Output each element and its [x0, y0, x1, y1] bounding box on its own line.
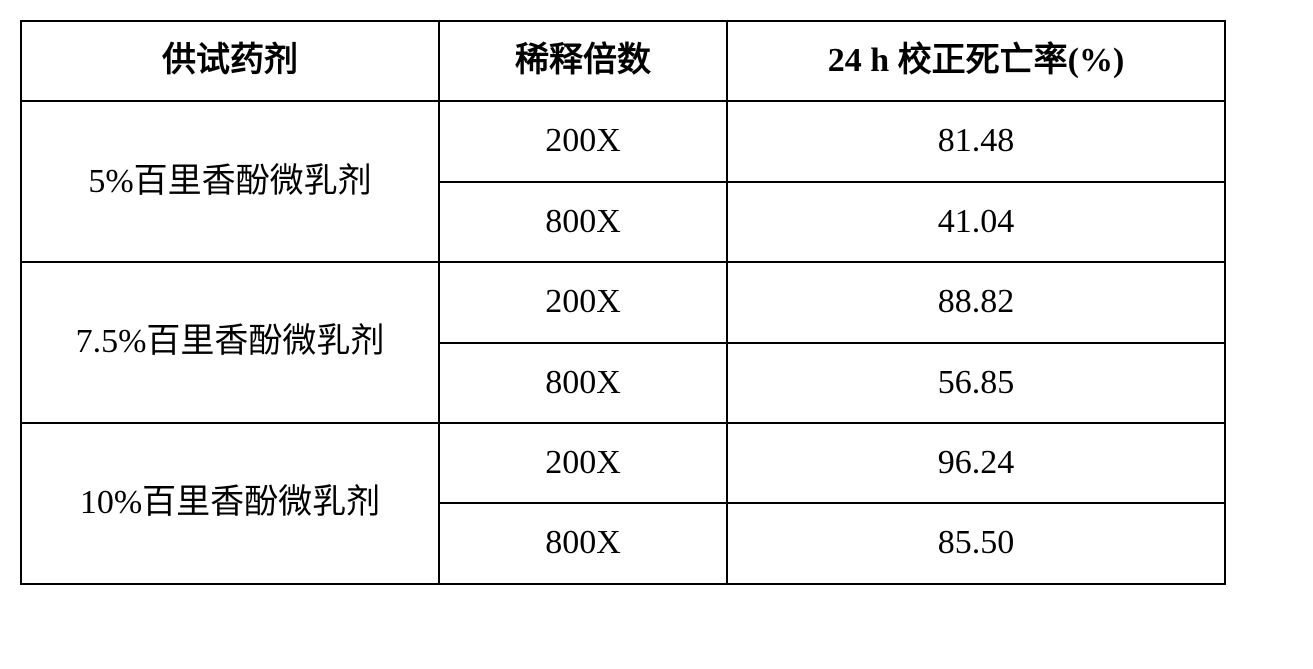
- agent-name-cell: 5%百里香酚微乳剂: [21, 101, 439, 262]
- mortality-cell: 96.24: [727, 423, 1225, 503]
- dilution-cell: 200X: [439, 262, 727, 342]
- mortality-cell: 41.04: [727, 182, 1225, 262]
- mortality-table: 供试药剂 稀释倍数 24 h 校正死亡率(%) 5%百里香酚微乳剂 200X 8…: [20, 20, 1226, 585]
- mortality-cell: 88.82: [727, 262, 1225, 342]
- agent-name-cell: 10%百里香酚微乳剂: [21, 423, 439, 584]
- mortality-table-container: 供试药剂 稀释倍数 24 h 校正死亡率(%) 5%百里香酚微乳剂 200X 8…: [20, 20, 1226, 585]
- dilution-cell: 200X: [439, 101, 727, 181]
- dilution-cell: 800X: [439, 343, 727, 423]
- col-header-dilution: 稀释倍数: [439, 21, 727, 101]
- col-header-mortality: 24 h 校正死亡率(%): [727, 21, 1225, 101]
- mortality-cell: 85.50: [727, 503, 1225, 583]
- dilution-cell: 800X: [439, 503, 727, 583]
- mortality-cell: 56.85: [727, 343, 1225, 423]
- table-header-row: 供试药剂 稀释倍数 24 h 校正死亡率(%): [21, 21, 1225, 101]
- table-row: 5%百里香酚微乳剂 200X 81.48: [21, 101, 1225, 181]
- table-row: 10%百里香酚微乳剂 200X 96.24: [21, 423, 1225, 503]
- agent-name-cell: 7.5%百里香酚微乳剂: [21, 262, 439, 423]
- dilution-cell: 800X: [439, 182, 727, 262]
- mortality-cell: 81.48: [727, 101, 1225, 181]
- dilution-cell: 200X: [439, 423, 727, 503]
- table-row: 7.5%百里香酚微乳剂 200X 88.82: [21, 262, 1225, 342]
- col-header-agent: 供试药剂: [21, 21, 439, 101]
